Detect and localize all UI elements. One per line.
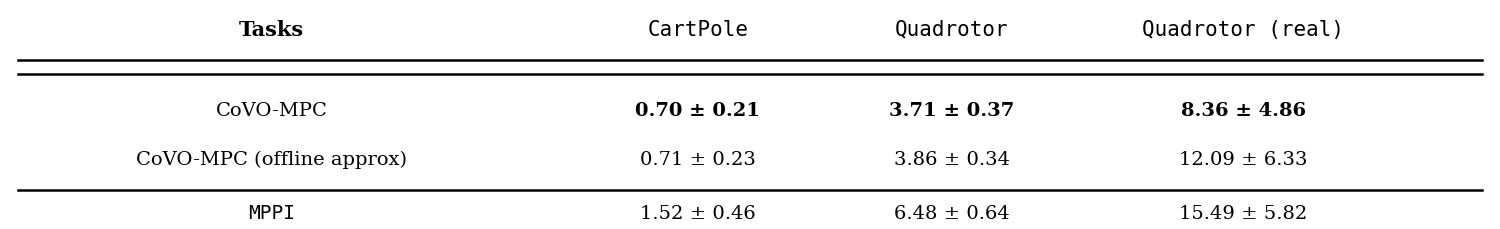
Text: 3.71 ± 0.37: 3.71 ± 0.37: [890, 101, 1014, 119]
Text: 0.70 ± 0.21: 0.70 ± 0.21: [634, 101, 760, 119]
Text: 0.71 ± 0.23: 0.71 ± 0.23: [640, 150, 756, 168]
Text: CoVO-MPC: CoVO-MPC: [216, 101, 327, 119]
Text: CartPole: CartPole: [646, 20, 748, 40]
Text: 15.49 ± 5.82: 15.49 ± 5.82: [1179, 204, 1308, 222]
Text: Quadrotor: Quadrotor: [896, 20, 1008, 40]
Text: Quadrotor (real): Quadrotor (real): [1142, 20, 1344, 40]
Text: MPPI: MPPI: [249, 203, 296, 222]
Text: Tasks: Tasks: [238, 20, 304, 40]
Text: 3.86 ± 0.34: 3.86 ± 0.34: [894, 150, 1010, 168]
Text: 8.36 ± 4.86: 8.36 ± 4.86: [1180, 101, 1305, 119]
Text: CoVO-MPC (offline approx): CoVO-MPC (offline approx): [136, 150, 408, 168]
Text: 1.52 ± 0.46: 1.52 ± 0.46: [640, 204, 756, 222]
Text: 6.48 ± 0.64: 6.48 ± 0.64: [894, 204, 1010, 222]
Text: 12.09 ± 6.33: 12.09 ± 6.33: [1179, 150, 1308, 168]
